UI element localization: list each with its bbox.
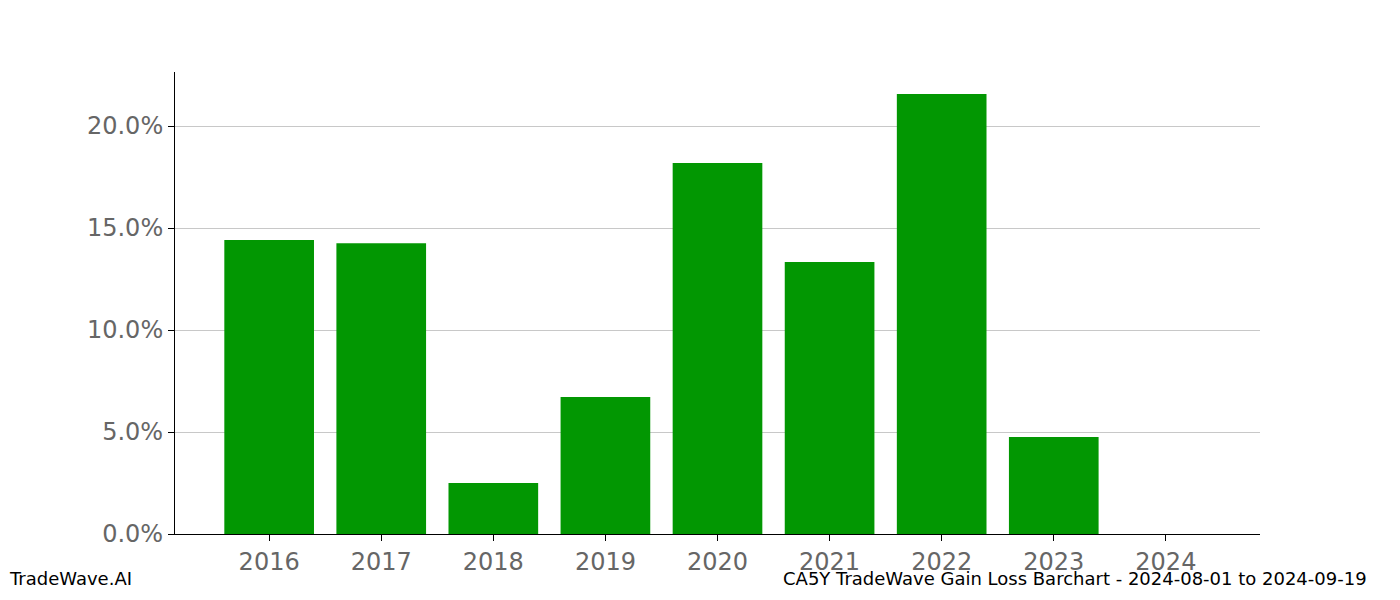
- svg-text:10.0%: 10.0%: [87, 316, 163, 344]
- svg-text:20.0%: 20.0%: [87, 112, 163, 140]
- svg-text:2019: 2019: [575, 548, 636, 576]
- svg-text:CA5Y TradeWave Gain Loss Barch: CA5Y TradeWave Gain Loss Barchart - 2024…: [783, 568, 1367, 589]
- svg-text:TradeWave.AI: TradeWave.AI: [9, 568, 132, 589]
- svg-text:2023: 2023: [1023, 548, 1084, 576]
- svg-text:2024: 2024: [1135, 548, 1196, 576]
- svg-text:2022: 2022: [911, 548, 972, 576]
- svg-text:5.0%: 5.0%: [102, 418, 163, 446]
- svg-text:2016: 2016: [239, 548, 300, 576]
- svg-text:2020: 2020: [687, 548, 748, 576]
- svg-text:0.0%: 0.0%: [102, 520, 163, 548]
- svg-text:2021: 2021: [799, 548, 860, 576]
- svg-text:2017: 2017: [351, 548, 412, 576]
- svg-text:2018: 2018: [463, 548, 524, 576]
- svg-text:15.0%: 15.0%: [87, 214, 163, 242]
